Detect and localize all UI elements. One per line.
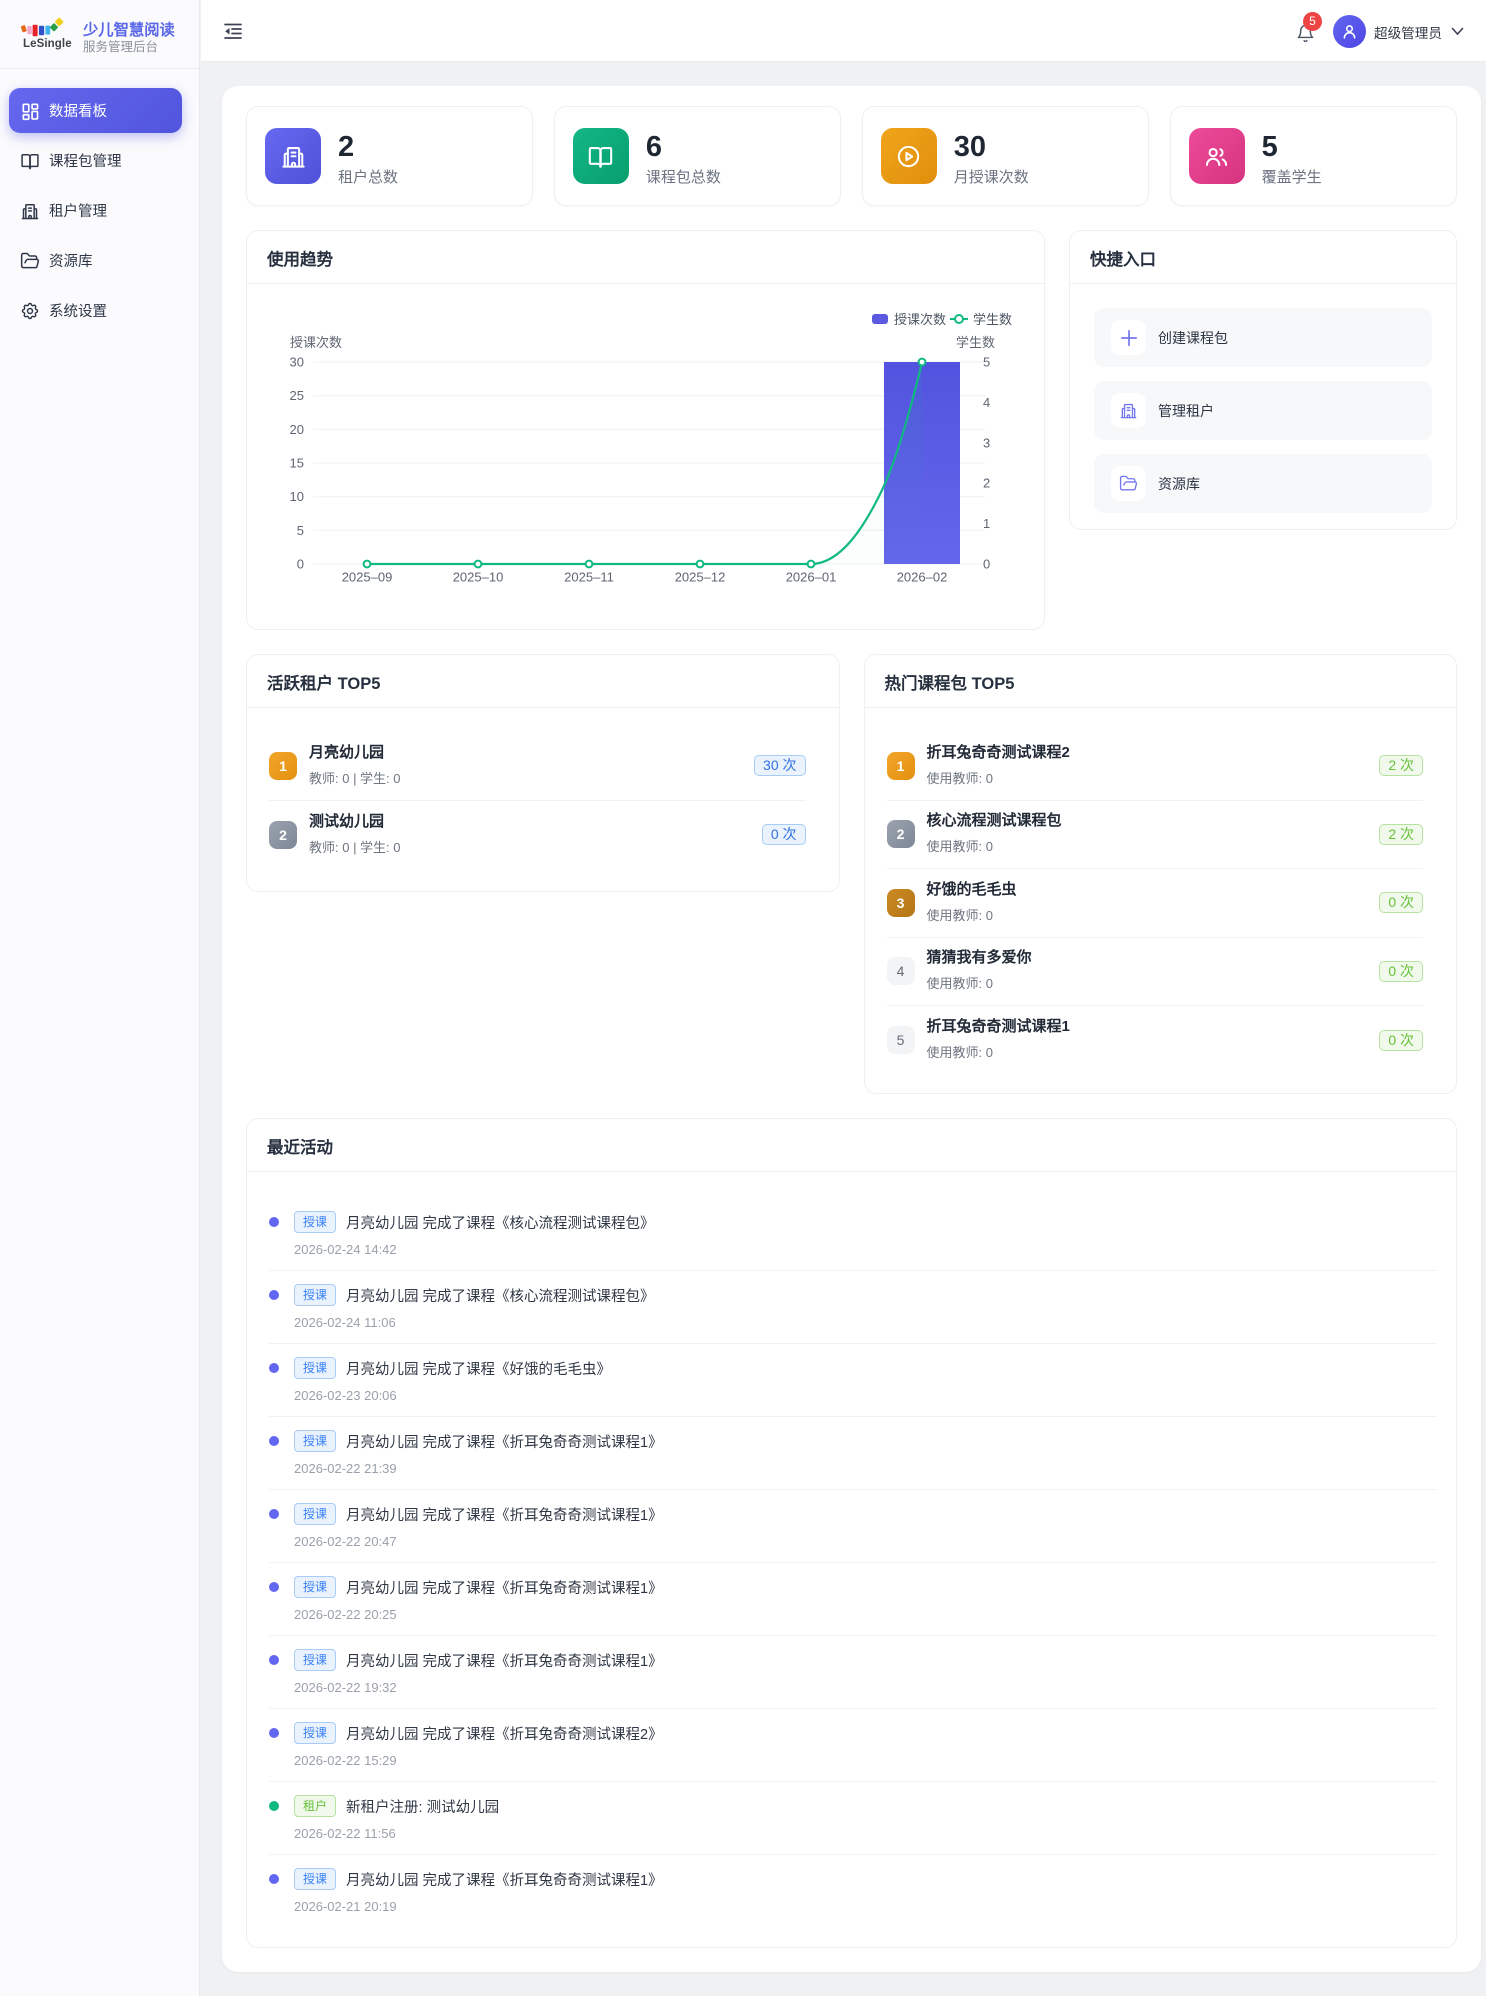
svg-text:15: 15 — [290, 456, 304, 471]
svg-text:1: 1 — [983, 516, 990, 531]
svg-text:5: 5 — [297, 523, 304, 538]
svg-text:10: 10 — [290, 489, 304, 504]
svg-text:0: 0 — [983, 557, 990, 572]
svg-text:2026–02: 2026–02 — [897, 570, 948, 585]
svg-text:2: 2 — [983, 476, 990, 491]
svg-text:0: 0 — [297, 557, 304, 572]
svg-text:4: 4 — [983, 395, 990, 410]
svg-text:5: 5 — [983, 355, 990, 370]
svg-text:2025–09: 2025–09 — [342, 570, 393, 585]
svg-text:授课次数: 授课次数 — [894, 312, 946, 327]
svg-text:3: 3 — [983, 435, 990, 450]
svg-text:2025–12: 2025–12 — [675, 570, 726, 585]
svg-text:2026–01: 2026–01 — [786, 570, 837, 585]
svg-text:学生数: 学生数 — [973, 312, 1012, 327]
svg-text:20: 20 — [290, 422, 304, 437]
svg-text:学生数: 学生数 — [956, 335, 995, 350]
svg-text:2025–10: 2025–10 — [453, 570, 504, 585]
svg-text:30: 30 — [290, 355, 304, 370]
svg-text:2025–11: 2025–11 — [564, 570, 614, 585]
svg-text:授课次数: 授课次数 — [290, 335, 342, 350]
svg-text:25: 25 — [290, 388, 304, 403]
